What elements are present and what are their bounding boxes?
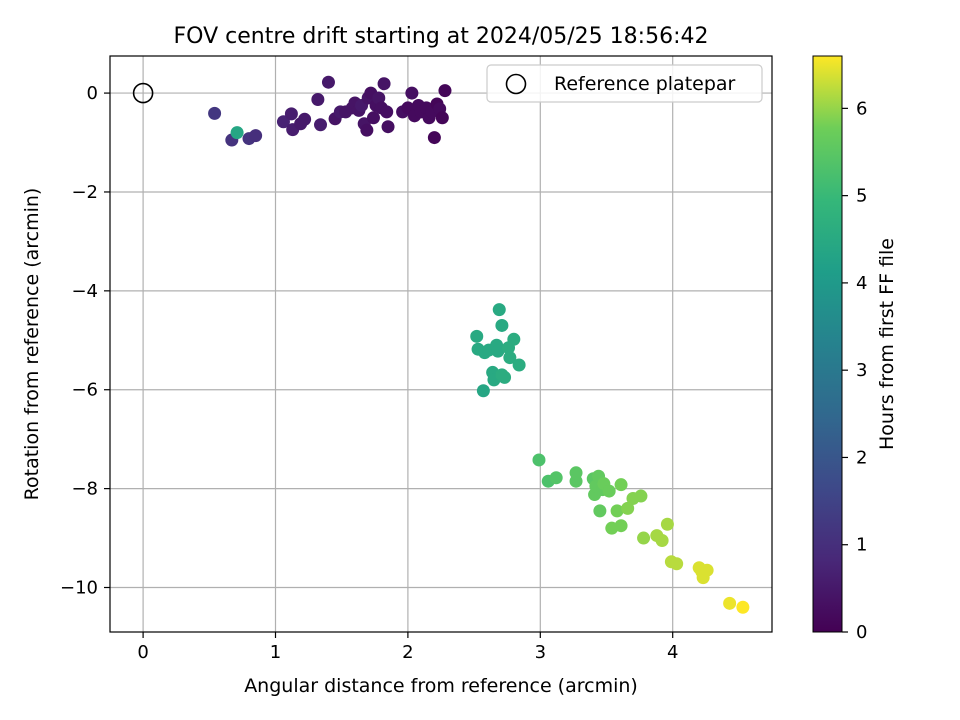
- x-tick-label: 3: [535, 642, 546, 663]
- scatter-point: [311, 93, 325, 107]
- y-tick-label: 0: [87, 83, 98, 104]
- scatter-point: [435, 111, 449, 125]
- colorbar-tick-label: 4: [856, 273, 867, 294]
- scatter-point: [284, 107, 298, 121]
- scatter-point: [602, 484, 616, 498]
- scatter-point: [377, 77, 391, 91]
- scatter-point: [276, 115, 290, 129]
- scatter-point: [507, 332, 521, 346]
- scatter-point: [637, 531, 651, 545]
- scatter-point: [621, 501, 635, 515]
- plot-frame: [109, 55, 773, 633]
- scatter-point: [670, 557, 684, 571]
- scatter-point: [549, 471, 563, 485]
- y-tick-label: −8: [71, 479, 98, 500]
- x-tick-label: 1: [270, 642, 281, 663]
- colorbar: 0 1 2 3 4 5 6 Hours from first FF file: [812, 55, 898, 643]
- y-tick-label: −6: [71, 380, 98, 401]
- x-tick-label: 2: [402, 642, 413, 663]
- scatter-point: [438, 84, 452, 98]
- colorbar-tick-label: 5: [856, 186, 867, 207]
- scatter-point: [512, 358, 526, 372]
- legend-marker-icon: [505, 73, 527, 95]
- y-tick-label: −4: [71, 281, 98, 302]
- scatter-point: [593, 504, 607, 518]
- legend-box: [486, 64, 763, 103]
- scatter-point: [495, 318, 509, 332]
- y-axis-label: Rotation from reference (arcmin): [21, 188, 43, 501]
- scatter-point: [614, 478, 628, 492]
- scatter-point: [230, 126, 244, 140]
- scatter-point: [655, 534, 669, 548]
- colorbar-tick-label: 2: [856, 447, 867, 468]
- x-axis-ticks: 0 1 2 3 4: [137, 632, 678, 663]
- legend: Reference platepar: [486, 64, 763, 103]
- x-axis-label: Angular distance from reference (arcmin): [244, 675, 638, 697]
- colorbar-label: Hours from first FF file: [876, 238, 898, 450]
- x-tick-label: 4: [667, 642, 678, 663]
- grid-lines: [110, 56, 772, 632]
- scatter-point: [634, 489, 648, 503]
- scatter-point: [249, 129, 263, 143]
- scatter-point: [380, 105, 394, 119]
- scatter-point: [298, 112, 312, 126]
- scatter-point: [610, 504, 624, 518]
- scatter-point: [208, 106, 222, 120]
- scatter-point: [360, 123, 374, 137]
- scatter-point: [723, 596, 737, 610]
- scatter-point: [492, 303, 506, 317]
- x-tick-label: 0: [137, 642, 148, 663]
- chart-title: FOV centre drift starting at 2024/05/25 …: [174, 24, 709, 49]
- scatter-point: [614, 519, 628, 533]
- scatter-point: [660, 517, 674, 531]
- legend-label: Reference platepar: [554, 73, 736, 95]
- scatter-point: [405, 86, 419, 100]
- y-axis-ticks: 0 −2 −4 −6 −8 −10: [60, 83, 110, 599]
- scatter-point: [532, 453, 546, 467]
- scatter-point: [498, 370, 512, 384]
- scatter-point: [321, 75, 335, 89]
- scatter-point: [427, 131, 441, 145]
- y-tick-label: −10: [60, 578, 98, 599]
- colorbar-tick-label: 6: [856, 98, 867, 119]
- reference-platepar-point: [132, 82, 154, 104]
- colorbar-tick-label: 0: [856, 622, 867, 643]
- scatter-point: [381, 120, 395, 134]
- scatter-point: [491, 344, 505, 358]
- scatter-point: [470, 329, 484, 343]
- data-points: [132, 75, 750, 614]
- colorbar-gradient: [812, 55, 843, 633]
- y-tick-label: −2: [71, 182, 98, 203]
- scatter-point: [372, 91, 386, 105]
- scatter-point: [736, 600, 750, 614]
- colorbar-tick-label: 3: [856, 360, 867, 381]
- colorbar-tick-label: 1: [856, 535, 867, 556]
- colorbar-ticks: 0 1 2 3 4 5 6: [842, 98, 867, 643]
- scatter-point: [314, 118, 328, 132]
- scatter-point: [366, 111, 380, 125]
- scatter-point: [476, 384, 490, 398]
- scatter-point: [569, 466, 583, 480]
- scatter-point: [700, 563, 714, 577]
- scatter-point: [503, 351, 517, 365]
